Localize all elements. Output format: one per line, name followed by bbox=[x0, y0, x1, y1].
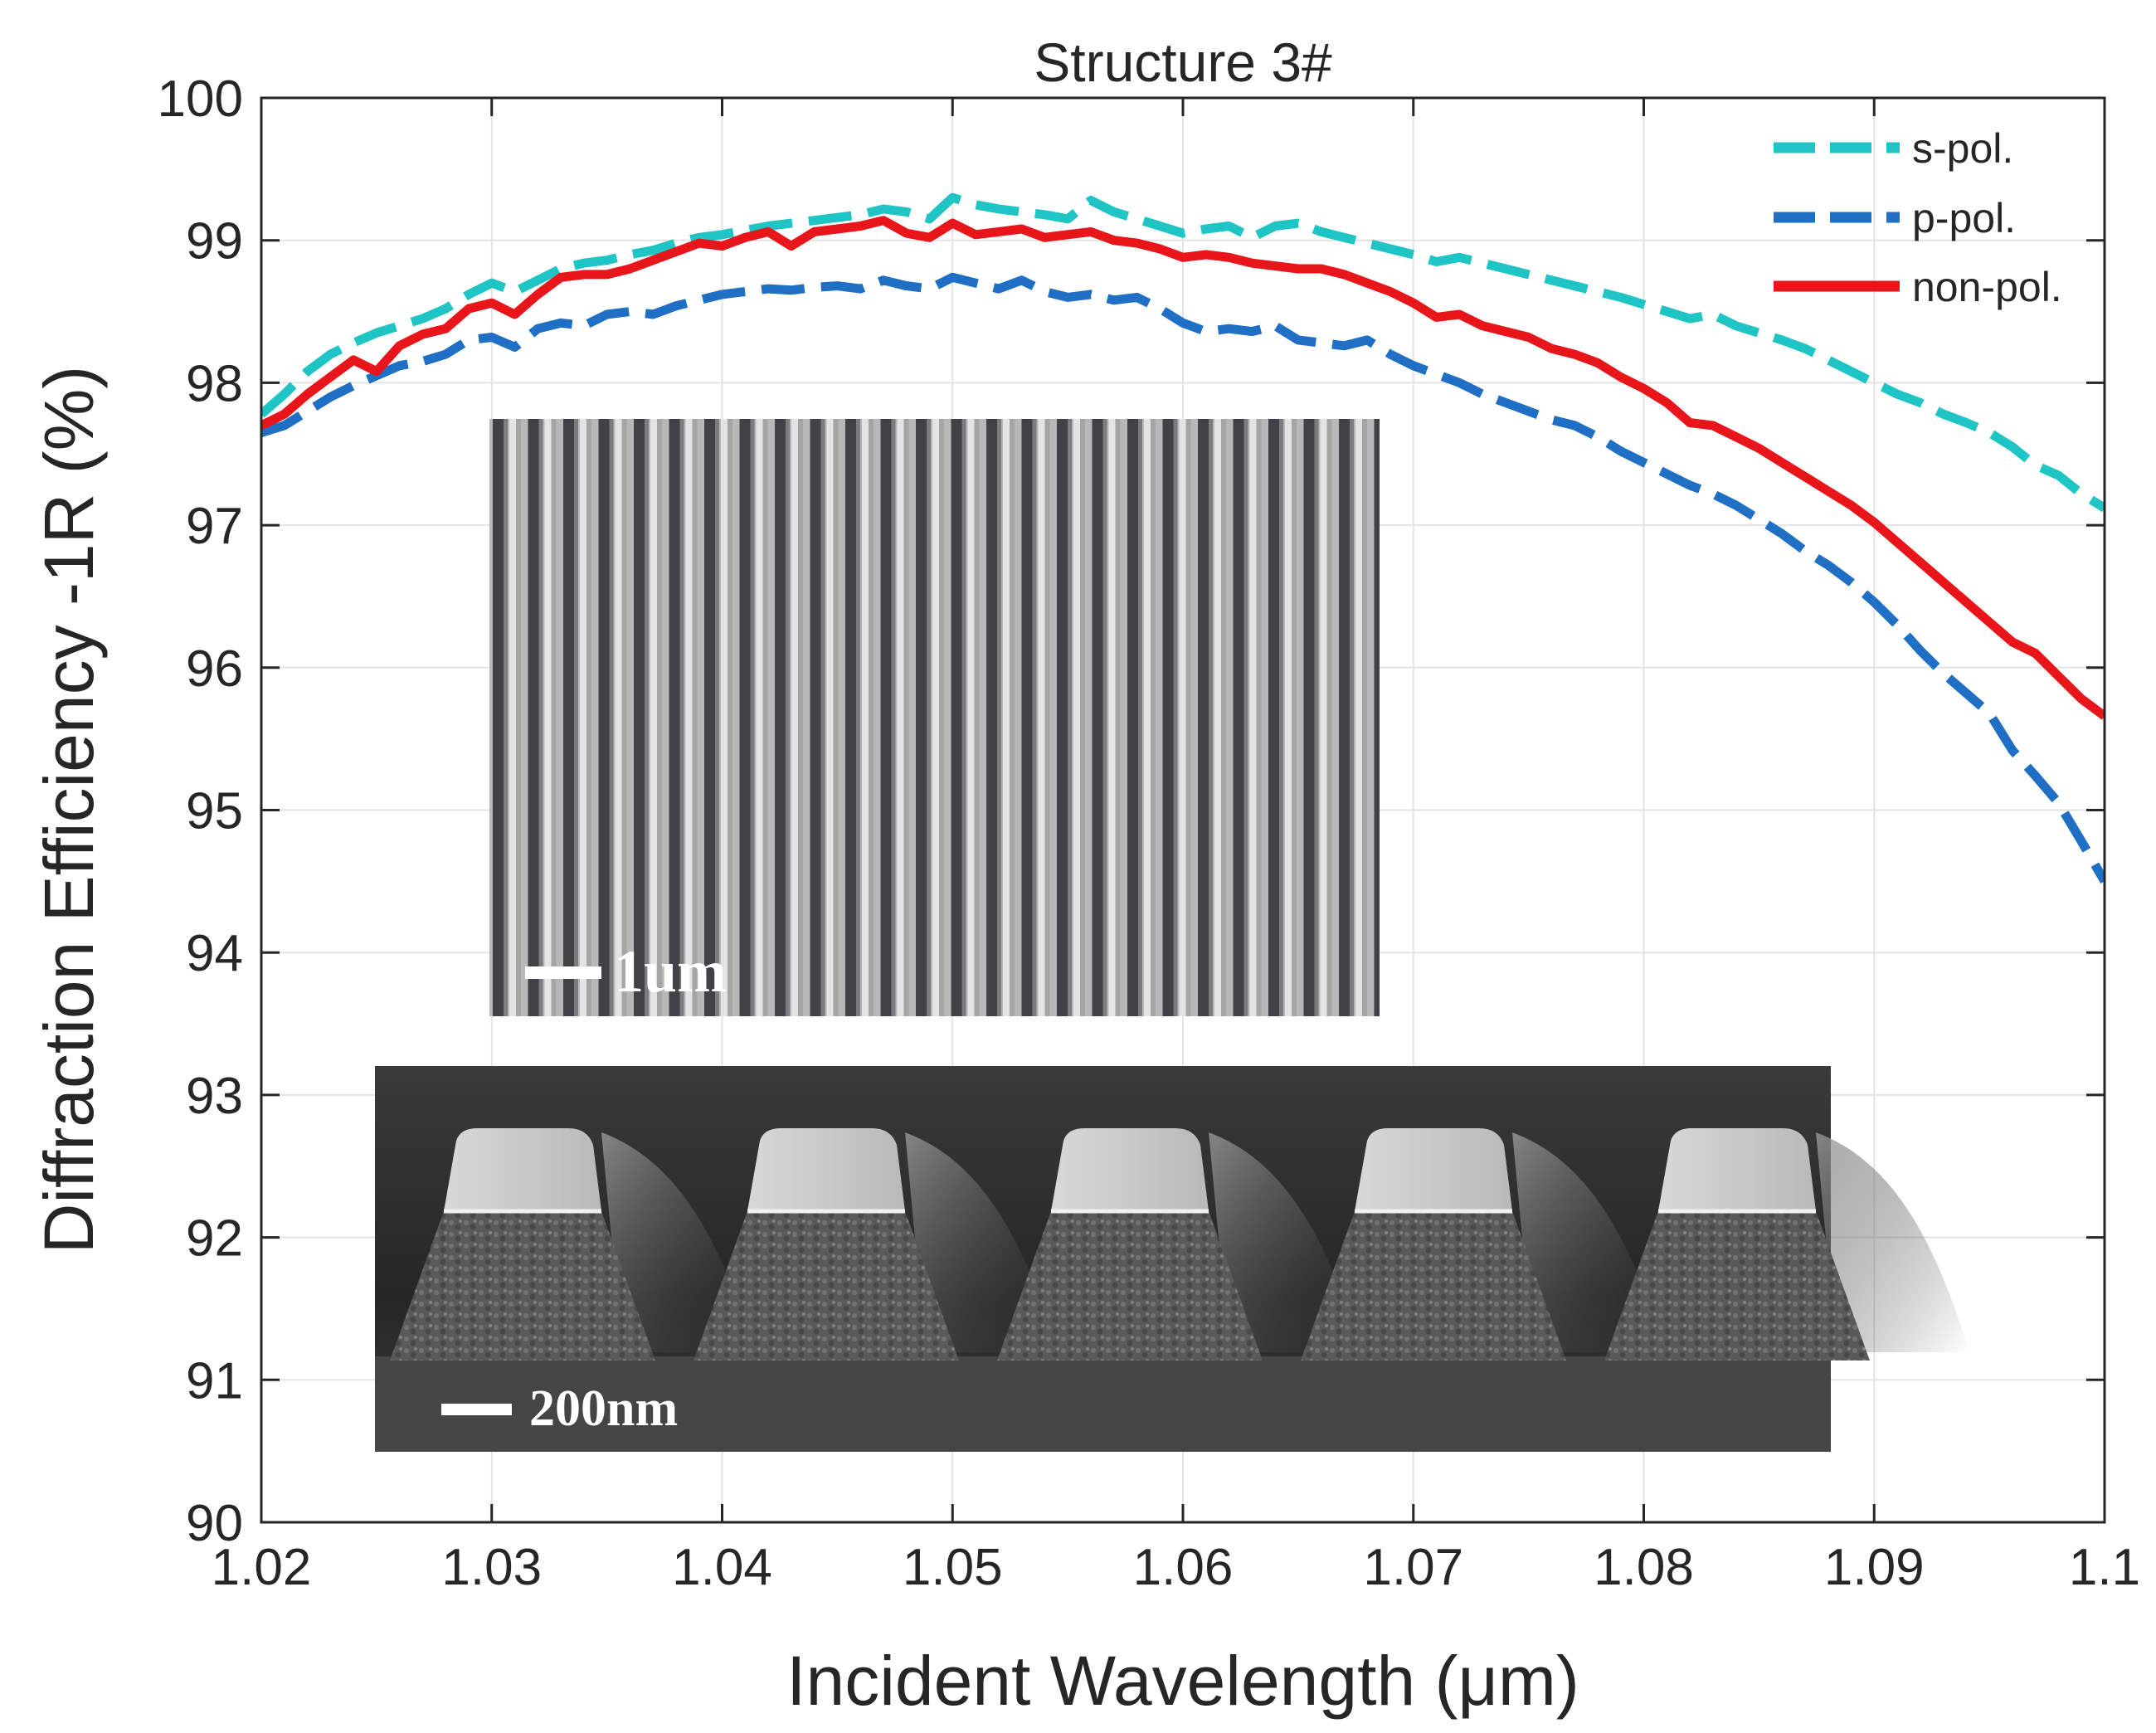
x-tick-label: 1.08 bbox=[1594, 1539, 1694, 1596]
inset-scale-label-1um: 1um bbox=[614, 938, 727, 1005]
y-axis-label: Diffraction Efficiency -1R (%) bbox=[30, 366, 108, 1254]
cross-section-tooth-body bbox=[997, 1211, 1263, 1361]
y-tick-label: 100 bbox=[158, 71, 243, 128]
y-tick-label: 90 bbox=[186, 1495, 243, 1552]
cross-section-tooth-cap bbox=[747, 1128, 905, 1211]
cross-section-tooth-cap bbox=[1051, 1128, 1209, 1211]
x-tick-label: 1.07 bbox=[1363, 1539, 1463, 1596]
legend-label-p-pol: p-pol. bbox=[1912, 195, 2016, 241]
cross-section-tooth-cap bbox=[1658, 1128, 1816, 1211]
y-tick-label: 91 bbox=[186, 1352, 243, 1409]
x-tick-label: 1.1 bbox=[2069, 1539, 2140, 1596]
series-line-non-pol bbox=[261, 216, 2105, 720]
ticks: 1.02 1.03 1.04 1.05 1.06 1.07 1.08 1.09 1.1 90 91 9… bbox=[158, 71, 2141, 1596]
cross-section-tooth-body bbox=[390, 1211, 655, 1361]
series-line-p-pol bbox=[261, 272, 2105, 884]
x-tick-label: 1.06 bbox=[1133, 1539, 1234, 1596]
y-tick-label: 95 bbox=[186, 783, 243, 840]
cross-section-tooth-cap bbox=[1355, 1128, 1512, 1211]
legend-label-non-pol: non-pol. bbox=[1912, 264, 2062, 310]
cross-section-tooth-cap bbox=[444, 1128, 601, 1211]
chart-title: Structure 3# bbox=[1034, 32, 1332, 93]
y-tick-label: 96 bbox=[186, 640, 243, 698]
cross-section-tooth-body bbox=[1604, 1211, 1870, 1361]
x-tick-label: 1.04 bbox=[672, 1539, 772, 1596]
cross-section-shadow bbox=[1816, 1132, 1969, 1352]
y-tick-label: 92 bbox=[186, 1210, 243, 1268]
x-tick-label: 1.05 bbox=[903, 1539, 1003, 1596]
y-tick-label: 93 bbox=[186, 1068, 243, 1125]
cross-section-tooth-body bbox=[1301, 1211, 1566, 1361]
legend-label-s-pol: s-pol. bbox=[1912, 125, 2013, 172]
y-tick-label: 99 bbox=[186, 213, 243, 270]
y-tick-label: 98 bbox=[186, 355, 243, 412]
inset-cross-section-image: 200nm bbox=[375, 1066, 1969, 1452]
cross-section-tooth-body bbox=[694, 1211, 959, 1361]
y-tick-label: 94 bbox=[186, 925, 243, 982]
x-axis-label: Incident Wavelength (μm) bbox=[786, 1642, 1579, 1720]
x-tick-label: 1.09 bbox=[1824, 1539, 1925, 1596]
series-line-s-pol bbox=[261, 192, 2105, 513]
inset-top-view-image: 1um bbox=[489, 419, 1380, 1016]
x-tick-label: 1.02 bbox=[212, 1539, 312, 1596]
y-tick-label: 97 bbox=[186, 498, 243, 555]
series-group bbox=[261, 192, 2105, 884]
legend: s-pol. p-pol. non-pol. bbox=[1774, 125, 2062, 310]
x-tick-label: 1.03 bbox=[441, 1539, 542, 1596]
inset-scale-label-200nm: 200nm bbox=[529, 1380, 678, 1437]
